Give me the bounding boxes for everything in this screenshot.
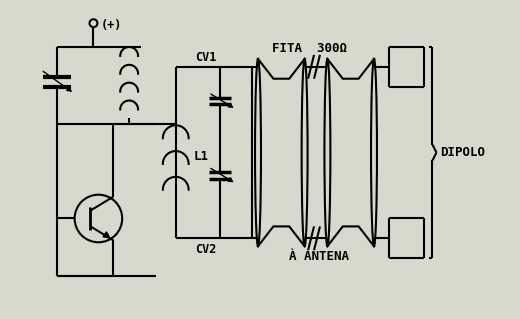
Text: CV1: CV1 [196, 51, 217, 64]
Text: CV2: CV2 [196, 243, 217, 256]
Text: FITA  300Ω: FITA 300Ω [272, 42, 347, 55]
Text: L1: L1 [193, 150, 209, 162]
Text: (+): (+) [100, 19, 122, 32]
Text: DIPOLO: DIPOLO [440, 146, 485, 159]
Text: À ANTENA: À ANTENA [290, 250, 349, 263]
